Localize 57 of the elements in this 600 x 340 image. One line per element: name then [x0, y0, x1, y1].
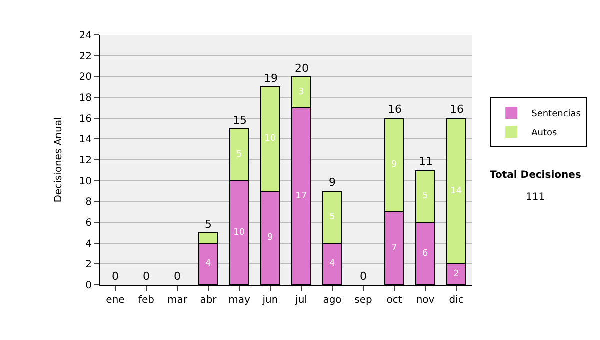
- data-label: 6: [422, 248, 428, 259]
- data-label: 17: [296, 191, 308, 202]
- y-tick-label: 20: [79, 72, 92, 84]
- x-tick-label: jun: [262, 295, 278, 306]
- y-tick-label: 12: [79, 156, 92, 166]
- y-tick-label: 16: [79, 114, 92, 125]
- data-label: 4: [206, 259, 212, 270]
- x-tick-label: dic: [449, 295, 464, 306]
- y-tick-label: 10: [79, 176, 92, 188]
- data-label: 5: [330, 212, 336, 222]
- data-label: 10: [264, 134, 276, 144]
- data-label: 9: [392, 160, 398, 170]
- y-tick-label: 4: [86, 238, 92, 250]
- y-tick-label: 24: [79, 30, 92, 42]
- y-tick-label: 0: [86, 280, 92, 292]
- legend-label: Sentencias: [532, 110, 582, 120]
- y-tick-label: 2: [86, 260, 92, 271]
- x-tick-label: ene: [106, 295, 125, 306]
- data-label: 2: [454, 270, 460, 280]
- total-label: 0: [112, 270, 119, 283]
- total-label: 0: [143, 270, 150, 283]
- total-label: 20: [295, 62, 309, 75]
- total-label: 19: [264, 72, 278, 85]
- y-axis-title: Decisiones Anual: [53, 117, 64, 203]
- total-label: 0: [174, 270, 181, 283]
- x-tick-label: jul: [294, 295, 308, 306]
- x-tick-label: abr: [200, 295, 218, 306]
- y-tick-label: 18: [79, 93, 92, 104]
- text: 111: [526, 192, 546, 203]
- x-tick-label: feb: [138, 295, 155, 306]
- data-label: 14: [450, 186, 462, 196]
- x-tick-label: may: [228, 295, 250, 306]
- y-tick-label: 6: [86, 218, 92, 229]
- data-label: 3: [298, 87, 304, 98]
- data-label: 5: [236, 150, 242, 160]
- total-label: 15: [233, 114, 247, 127]
- total-label: 16: [450, 103, 464, 116]
- total-label: 16: [388, 103, 402, 116]
- data-label: 10: [234, 228, 246, 238]
- legend-label: Autos: [532, 128, 558, 139]
- data-label: 7: [392, 244, 398, 254]
- total-label: 9: [329, 176, 336, 189]
- data-label: 9: [268, 233, 274, 244]
- data-label: 5: [422, 191, 428, 202]
- total-label: 0: [360, 270, 367, 283]
- total-label: 11: [419, 155, 433, 168]
- text: Total Decisiones: [490, 170, 582, 181]
- y-tick-label: 22: [79, 51, 92, 62]
- x-tick-label: sep: [354, 295, 372, 306]
- y-tick-label: 8: [86, 197, 92, 208]
- total-label: 5: [205, 218, 212, 231]
- data-label: 4: [330, 259, 336, 270]
- x-tick-label: oct: [386, 295, 402, 306]
- x-tick-label: ago: [323, 295, 342, 306]
- y-tick-label: 14: [79, 134, 92, 146]
- x-tick-label: nov: [416, 295, 435, 306]
- x-tick-label: mar: [168, 295, 188, 306]
